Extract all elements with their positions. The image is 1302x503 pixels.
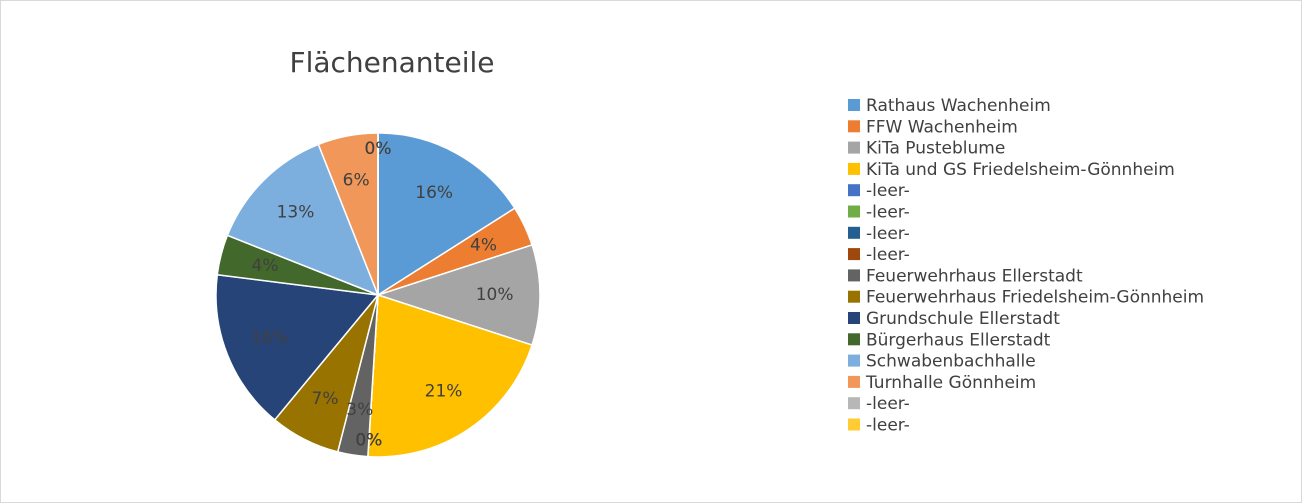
legend-swatch (848, 184, 860, 197)
legend-label: -leer- (866, 416, 910, 436)
legend-label: FFW Wachenheim (866, 117, 1018, 137)
legend-swatch (848, 226, 860, 239)
data-label: 21% (425, 381, 463, 401)
data-label: 4% (470, 235, 497, 255)
legend-swatch (848, 290, 860, 303)
legend-swatch (848, 312, 860, 324)
legend-swatch (848, 397, 860, 410)
legend-swatch (848, 120, 860, 133)
pie-slice (215, 273, 380, 421)
legend-swatch (848, 99, 860, 111)
data-label: 0% (355, 431, 382, 451)
legend-swatch (848, 354, 860, 367)
chart-title: Flächenanteile (289, 46, 494, 79)
data-label: 3% (346, 400, 373, 420)
legend-label: -leer- (866, 203, 910, 223)
legend-swatch (848, 162, 860, 175)
data-label: 0% (355, 431, 382, 451)
legend-swatch (848, 248, 860, 261)
legend-label: Bürgerhaus Ellerstadt (866, 330, 1051, 350)
pie-slice (226, 143, 380, 297)
legend-swatch (848, 375, 860, 388)
legend-label: Rathaus Wachenheim (866, 96, 1051, 116)
legend-label: Feuerwehrhaus Friedelsheim-Gönnheim (866, 288, 1204, 308)
legend-swatch (848, 205, 860, 218)
legend-label: -leer- (866, 245, 910, 265)
data-label: 0% (365, 139, 392, 159)
data-label: 0% (355, 431, 382, 451)
data-label: 13% (277, 203, 315, 223)
legend-label: Grundschule Ellerstadt (866, 309, 1060, 329)
data-label: 4% (252, 256, 279, 276)
pie-slice (375, 243, 541, 347)
legend-label: KiTa Pusteblume (866, 139, 1005, 159)
data-label: 6% (343, 170, 370, 190)
data-label: 0% (365, 139, 392, 159)
legend-swatch (848, 418, 860, 431)
data-label: 16% (251, 328, 289, 348)
pie-slice (377, 132, 516, 297)
legend-swatch (848, 333, 860, 346)
legend-label: KiTa und GS Friedelsheim-Gönnheim (866, 160, 1175, 180)
legend-label: -leer- (866, 394, 910, 414)
legend-swatch (848, 141, 860, 154)
legend-label: Feuerwehrhaus Ellerstadt (866, 266, 1083, 286)
data-label: 16% (415, 183, 453, 203)
legend-swatch (848, 269, 860, 282)
data-label: 0% (355, 431, 382, 451)
legend-label: Turnhalle Gönnheim (865, 373, 1036, 393)
data-label: 10% (476, 285, 514, 305)
pie-slice (367, 293, 534, 458)
legend-label: -leer- (866, 224, 910, 244)
legend-label: -leer- (866, 181, 910, 201)
data-label: 7% (312, 389, 339, 409)
legend-label: Schwabenbachhalle (866, 352, 1036, 372)
